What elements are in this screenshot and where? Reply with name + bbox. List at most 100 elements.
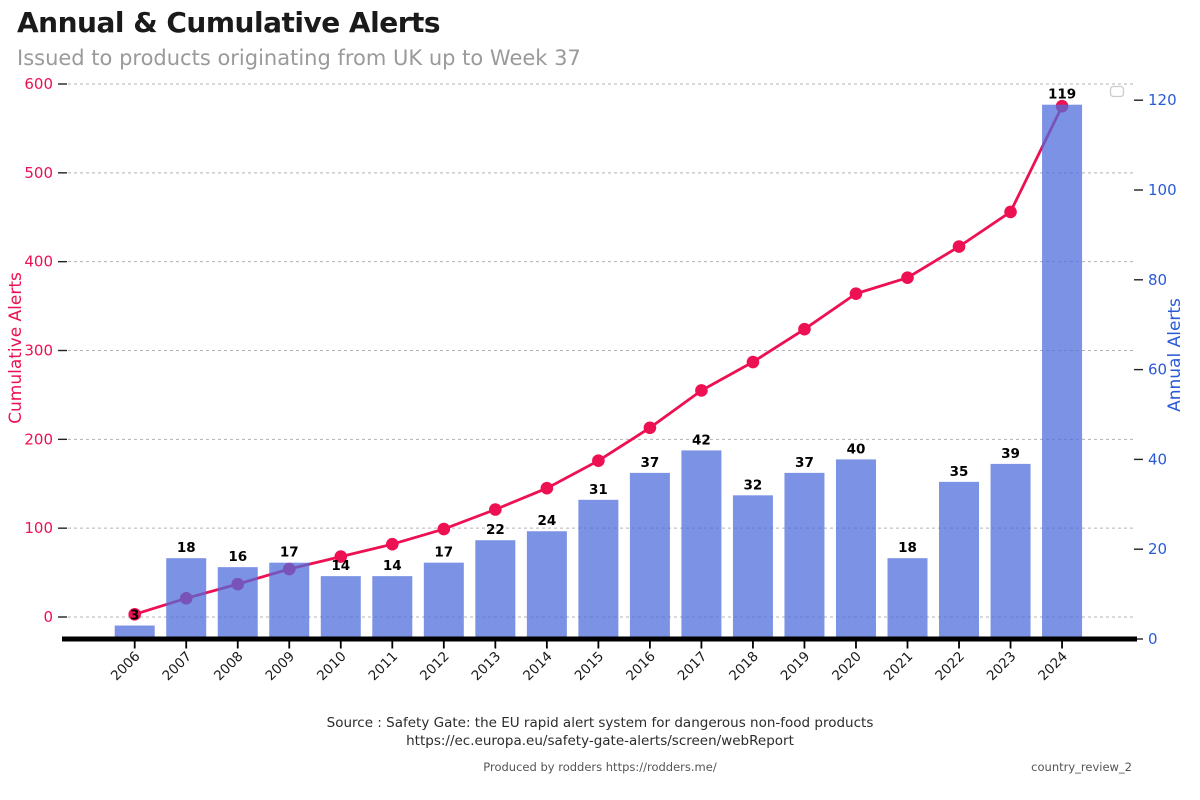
- x-axis-label-2008: 2008: [211, 649, 247, 685]
- right-tick-label: 0: [1148, 630, 1158, 648]
- bar-label-2018: 32: [744, 477, 763, 493]
- x-label-group: 2007: [159, 649, 195, 685]
- produced-by-text: Produced by rodders https://rodders.me/: [483, 760, 717, 774]
- bar-label-2011: 14: [383, 558, 402, 574]
- bar-label-2017: 42: [692, 432, 711, 448]
- bar-label-2013: 22: [486, 522, 505, 538]
- right-tick-label: 60: [1148, 361, 1167, 379]
- bar-label-2019: 37: [795, 455, 814, 471]
- cumulative-marker: [334, 550, 348, 563]
- bar-label-2012: 17: [434, 545, 453, 561]
- bar-label-2020: 40: [847, 441, 866, 457]
- x-label-group: 2018: [726, 649, 762, 685]
- left-tick-label: 500: [24, 164, 53, 182]
- x-label-group: 2012: [417, 649, 453, 685]
- left-tick-label: 400: [24, 253, 53, 271]
- bar-2024: [1042, 104, 1083, 641]
- x-axis-label-2020: 2020: [829, 649, 865, 685]
- cumulative-marker: [592, 454, 605, 467]
- left-tick-label: 0: [43, 608, 53, 626]
- right-tick-label: 120: [1148, 91, 1177, 109]
- bar-label-2022: 35: [950, 464, 969, 480]
- bar-label-2006: 3: [130, 608, 139, 624]
- bar-label-2023: 39: [1001, 446, 1020, 462]
- cumulative-marker: [952, 240, 966, 253]
- left-axis-title: Cumulative Alerts: [6, 272, 26, 424]
- cumulative-marker: [849, 287, 863, 300]
- bar-2010: [320, 576, 361, 641]
- x-axis-label-2006: 2006: [108, 649, 144, 685]
- cumulative-marker: [386, 537, 399, 551]
- x-axis-label-2019: 2019: [778, 649, 814, 685]
- x-label-group: 2023: [984, 649, 1020, 685]
- chart-subtitle: Issued to products originating from UK u…: [17, 46, 581, 70]
- bar-2007: [166, 558, 207, 641]
- bar-label-2007: 18: [177, 540, 196, 556]
- x-label-group: 2006: [108, 649, 144, 685]
- bar-2019: [784, 472, 825, 641]
- x-axis-label-2012: 2012: [417, 649, 453, 685]
- x-axis-label-2016: 2016: [623, 649, 659, 685]
- bar-2021: [887, 558, 928, 641]
- x-label-group: 2010: [314, 649, 350, 685]
- bar-2022: [939, 481, 980, 641]
- bar-2013: [475, 540, 516, 641]
- x-label-group: 2016: [623, 649, 659, 685]
- cumulative-marker: [489, 503, 502, 516]
- cumulative-marker: [901, 271, 914, 284]
- right-axis-title-group: Annual Alerts: [1165, 298, 1185, 412]
- cumulative-marker: [695, 384, 708, 397]
- bar-2018: [732, 495, 773, 641]
- x-axis-label-2009: 2009: [262, 649, 298, 685]
- right-axis-title: Annual Alerts: [1165, 298, 1185, 412]
- bar-2012: [423, 562, 464, 641]
- bar-2023: [990, 463, 1031, 641]
- right-tick-label: 100: [1148, 181, 1177, 199]
- x-label-group: 2020: [829, 649, 865, 685]
- bar-2016: [629, 472, 670, 641]
- x-label-group: 2017: [675, 649, 711, 685]
- bar-label-2010: 14: [331, 558, 350, 574]
- bar-label-2008: 16: [228, 549, 247, 565]
- bar-2009: [269, 562, 310, 641]
- cumulative-marker: [798, 322, 811, 336]
- x-label-group: 2013: [469, 649, 505, 685]
- x-axis-label-2011: 2011: [366, 649, 402, 685]
- x-label-group: 2024: [1035, 649, 1071, 685]
- x-axis-label-2017: 2017: [675, 649, 711, 685]
- annual-bars: [114, 104, 1083, 641]
- bar-label-2016: 37: [641, 455, 660, 471]
- bar-2017: [681, 450, 722, 641]
- x-label-group: 2014: [520, 649, 556, 685]
- x-axis-label-2023: 2023: [984, 649, 1020, 685]
- bar-2015: [578, 499, 619, 641]
- x-label-group: 2019: [778, 649, 814, 685]
- bar-label-2009: 17: [280, 545, 299, 561]
- cumulative-marker: [746, 355, 760, 369]
- left-tick-label: 600: [24, 75, 53, 93]
- right-tick-label: 80: [1148, 271, 1167, 289]
- bar-label-2015: 31: [589, 482, 608, 498]
- source-text: Source : Safety Gate: the EU rapid alert…: [326, 715, 874, 731]
- file-tag: country_review_2: [1031, 760, 1132, 774]
- legend-box: [1109, 85, 1125, 98]
- x-axis-label-2010: 2010: [314, 649, 350, 685]
- bar-2011: [372, 576, 413, 641]
- right-axis-ticks: 0 20 40 60 80 100 120: [1134, 91, 1177, 648]
- cumulative-marker: [643, 421, 657, 435]
- bar-2014: [526, 531, 567, 641]
- x-axis-label-2018: 2018: [726, 649, 762, 685]
- x-label-group: 2021: [881, 649, 917, 685]
- source-url: https://ec.europa.eu/safety-gate-alerts/…: [406, 733, 794, 749]
- chart-title: Annual & Cumulative Alerts: [17, 6, 441, 39]
- bar-label-2021: 18: [898, 540, 917, 556]
- x-axis-label-2007: 2007: [159, 649, 195, 685]
- bar-label-2014: 24: [537, 513, 556, 529]
- right-tick-label: 40: [1148, 450, 1167, 468]
- x-axis-label-2021: 2021: [881, 649, 917, 685]
- x-axis-label-2022: 2022: [932, 649, 968, 685]
- cumulative-marker: [437, 522, 451, 536]
- cumulative-marker: [128, 608, 141, 621]
- bar-label-2024: 119: [1048, 87, 1076, 103]
